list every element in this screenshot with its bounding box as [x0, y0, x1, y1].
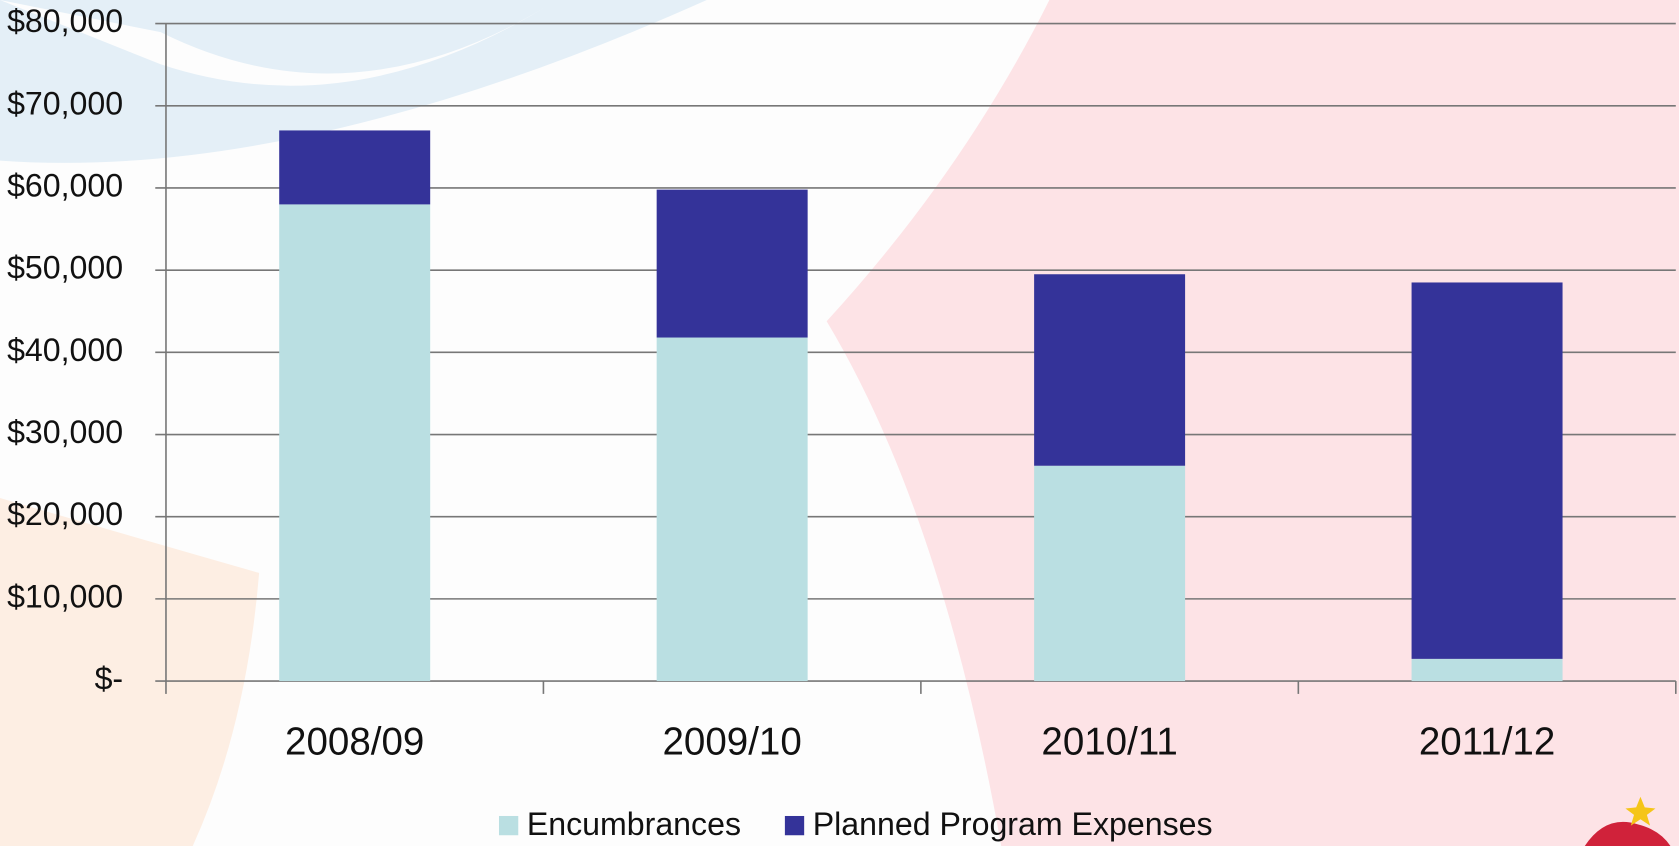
- y-tick-label: $60,000: [7, 167, 123, 203]
- bar-segment: [1034, 466, 1185, 681]
- y-tick-label: $70,000: [7, 85, 123, 121]
- x-tick-label: 2009/10: [663, 720, 802, 763]
- bar-segment: [279, 204, 430, 681]
- x-tick-label: 2010/11: [1041, 720, 1177, 763]
- legend-label: Encumbrances: [527, 806, 741, 842]
- page: {"chart_data": {"type": "bar", "stacked"…: [0, 0, 1679, 846]
- bar-segment: [1412, 659, 1563, 681]
- chart: $- $10,000 $20,000 $30,000 $40,000 $50,000 $60…: [0, 0, 1679, 846]
- bar-segment: [657, 338, 808, 682]
- legend-swatch: [785, 816, 804, 835]
- bar-segment: [1412, 282, 1563, 658]
- y-tick-label: $40,000: [7, 332, 123, 368]
- x-tick-label: 2011/12: [1419, 720, 1555, 763]
- y-tick-label: $30,000: [7, 414, 123, 450]
- y-tick-label: $-: [95, 661, 124, 697]
- y-tick-label: $10,000: [7, 578, 123, 614]
- y-tick-label: $20,000: [7, 496, 123, 532]
- legend-label: Planned Program Expenses: [813, 806, 1213, 842]
- y-tick-label: $80,000: [7, 3, 123, 39]
- bar-segment: [657, 190, 808, 338]
- y-tick-label: $50,000: [7, 250, 123, 286]
- bar-segment: [1034, 274, 1185, 465]
- legend-swatch: [499, 816, 518, 835]
- bar-segment: [279, 130, 430, 204]
- x-tick-label: 2008/09: [285, 720, 424, 763]
